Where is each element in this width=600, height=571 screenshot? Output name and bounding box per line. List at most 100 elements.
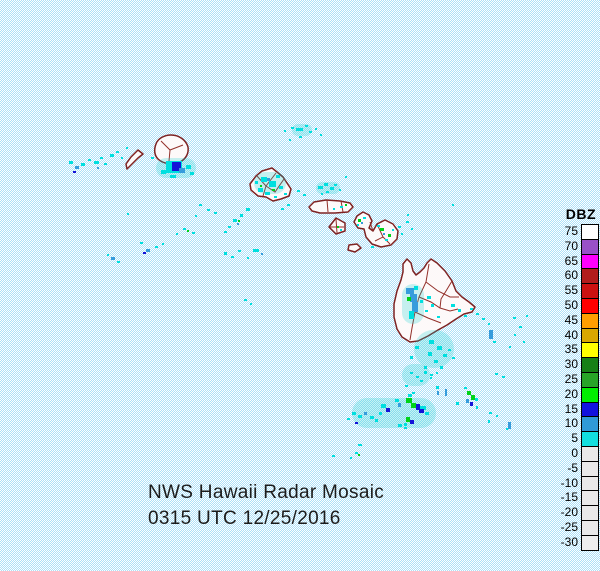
- district-boundary-line: [265, 178, 285, 193]
- legend-scale: 75 70 65 60 55 50 45 40 35 30 25 20 15 10 5 0 -5 -10 -15 -2…: [552, 224, 599, 551]
- radar-echo: [238, 250, 241, 252]
- legend-value-label: -10: [560, 475, 578, 490]
- radar-echo: [358, 444, 362, 446]
- radar-echo: [519, 326, 522, 328]
- radar-echo: [361, 222, 363, 224]
- radar-echo: [117, 261, 120, 263]
- legend-color-swatch: [581, 505, 599, 521]
- radar-echo: [321, 193, 323, 195]
- legend-value-label: 55: [564, 283, 578, 298]
- radar-echo: [332, 455, 335, 457]
- radar-echo: [445, 389, 447, 396]
- radar-echo: [424, 371, 427, 374]
- radar-echo: [414, 330, 454, 368]
- radar-echo: [406, 221, 409, 223]
- radar-echo: [170, 175, 176, 178]
- radar-echo: [161, 170, 166, 174]
- radar-echo: [412, 302, 418, 312]
- radar-echo: [430, 374, 433, 376]
- radar-echo: [386, 408, 390, 412]
- radar-echo: [247, 257, 249, 259]
- radar-echo: [506, 428, 508, 430]
- legend-color-swatch: [581, 312, 599, 329]
- radar-echo: [69, 161, 73, 164]
- legend-entry: 20: [552, 386, 599, 403]
- radar-echo: [398, 424, 402, 427]
- legend-color-swatch: [581, 342, 599, 359]
- radar-echo: [358, 415, 362, 418]
- radar-echo: [318, 186, 323, 189]
- legend-entry: -5: [552, 460, 599, 477]
- radar-echo: [104, 163, 107, 165]
- radar-echo: [296, 128, 303, 131]
- legend-color-swatch: [581, 371, 599, 388]
- radar-echo: [299, 136, 302, 138]
- radar-echo: [146, 249, 150, 252]
- radar-echo: [363, 217, 366, 219]
- legend-value-label: 15: [564, 401, 578, 416]
- radar-echo: [350, 457, 352, 459]
- radar-echo: [345, 204, 347, 206]
- radar-echo: [326, 191, 329, 193]
- radar-echo: [425, 310, 428, 312]
- radar-echo: [476, 313, 479, 315]
- radar-echo: [284, 193, 287, 195]
- legend-color-swatch: [581, 253, 599, 270]
- radar-echo: [324, 183, 328, 186]
- radar-echo: [420, 406, 426, 410]
- island-hawaii-big-island: [393, 258, 476, 343]
- radar-echo: [452, 204, 454, 206]
- legend-entry: 50: [552, 297, 599, 314]
- radar-echo: [305, 125, 308, 127]
- radar-echo: [408, 394, 412, 397]
- radar-echo: [207, 209, 210, 211]
- legend-entry: 40: [552, 327, 599, 344]
- legend-title: DBZ: [565, 206, 596, 222]
- radar-echo: [347, 418, 350, 420]
- legend-value-label: -5: [567, 460, 578, 475]
- radar-echo: [471, 395, 475, 400]
- radar-echo: [495, 373, 498, 375]
- radar-echo: [315, 128, 317, 130]
- radar-echo: [458, 309, 461, 312]
- legend-value-label: 20: [564, 386, 578, 401]
- dbz-legend: DBZ 75 70 65 60 55 50 45 40 35 30 25 20 15 10 5 0 -5 -10-…: [552, 206, 599, 551]
- legend-entry: 30: [552, 357, 599, 373]
- radar-echo: [523, 341, 525, 343]
- radar-echo: [364, 412, 367, 415]
- radar-echo: [199, 204, 202, 206]
- radar-echo: [428, 352, 432, 356]
- legend-color-swatch: [581, 283, 599, 299]
- radar-echo: [303, 194, 306, 196]
- radar-echo: [380, 228, 384, 231]
- radar-echo: [437, 346, 442, 350]
- radar-echo: [509, 346, 511, 348]
- radar-echo: [431, 304, 434, 307]
- legend-value-label: 5: [571, 431, 578, 446]
- radar-echo: [297, 190, 300, 192]
- radar-echo: [238, 220, 240, 222]
- radar-echo: [410, 420, 414, 424]
- radar-echo: [430, 377, 432, 379]
- radar-echo: [410, 372, 413, 374]
- radar-echo: [429, 340, 434, 344]
- radar-echo: [425, 412, 429, 415]
- legend-value-label: 50: [564, 297, 578, 312]
- legend-color-swatch: [581, 401, 599, 418]
- radar-echo: [121, 157, 123, 159]
- radar-echo: [385, 239, 388, 241]
- radar-echo: [436, 386, 439, 389]
- district-boundary-line: [369, 221, 374, 232]
- radar-echo: [451, 304, 455, 307]
- radar-echo: [466, 399, 469, 403]
- legend-value-label: 65: [564, 253, 578, 268]
- radar-echo: [244, 299, 247, 301]
- radar-echo: [406, 417, 410, 422]
- legend-entry: -30: [552, 534, 599, 551]
- legend-entry: 35: [552, 342, 599, 359]
- legend-entry: -15: [552, 490, 599, 507]
- radar-echo: [407, 214, 409, 216]
- legend-color-swatch: [581, 490, 599, 507]
- radar-echo: [190, 172, 194, 175]
